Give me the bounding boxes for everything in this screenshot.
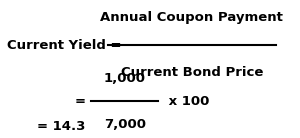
- Text: Annual Coupon Payment: Annual Coupon Payment: [100, 11, 284, 24]
- Text: 1,000: 1,000: [104, 72, 146, 85]
- Text: Current Yield =: Current Yield =: [7, 39, 126, 52]
- Text: Current Bond Price: Current Bond Price: [121, 66, 263, 79]
- Text: = 14.3: = 14.3: [37, 120, 86, 133]
- Text: x 100: x 100: [164, 95, 209, 108]
- Text: =: =: [74, 95, 86, 108]
- Text: 7,000: 7,000: [104, 118, 146, 131]
